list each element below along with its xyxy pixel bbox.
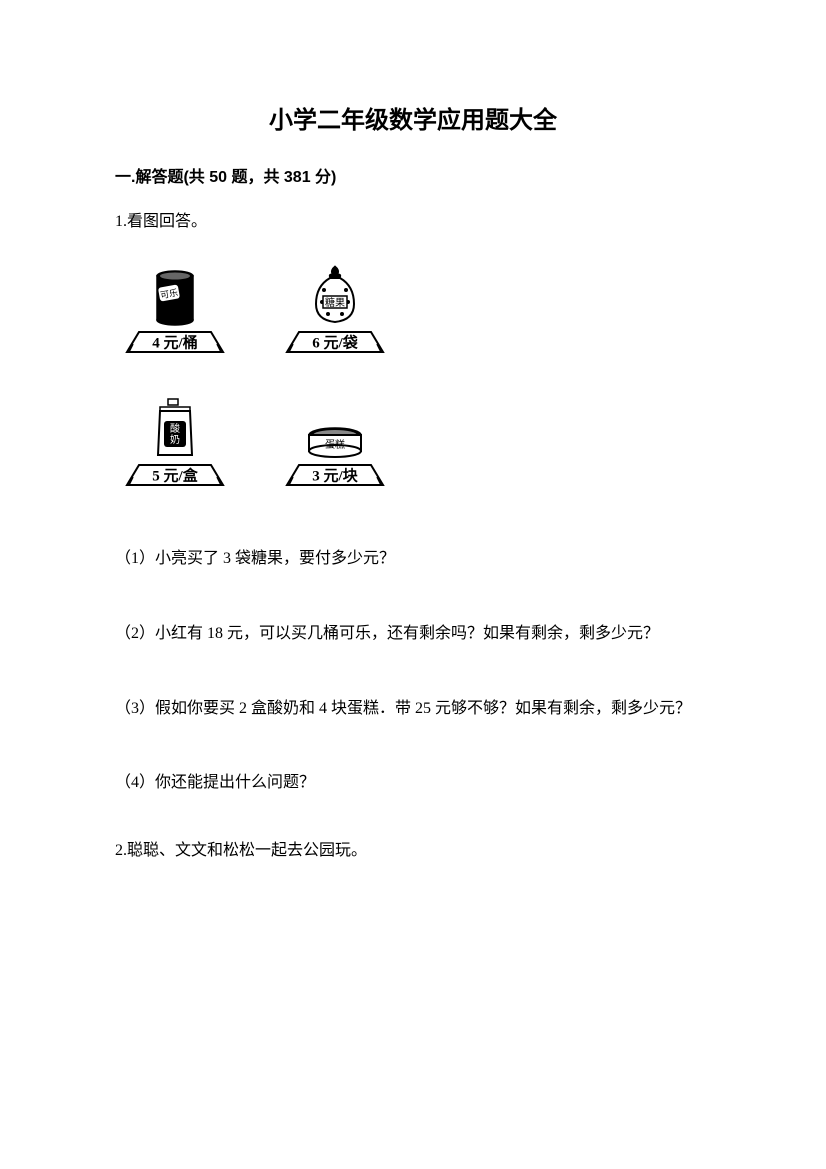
- cola-item: 可乐 4 元/桶: [125, 261, 225, 354]
- item-row-1: 可乐 4 元/桶: [125, 261, 711, 354]
- yogurt-item: 酸 奶 5 元/盒: [125, 394, 225, 487]
- cake-item: 蛋糕 3 元/块: [285, 394, 385, 487]
- cake-price: 3 元/块: [312, 465, 357, 486]
- cake-label: 蛋糕: [325, 438, 345, 451]
- cola-image: 可乐: [154, 261, 196, 326]
- cola-price-tag: 4 元/桶: [125, 330, 225, 354]
- question-2-intro: 2.聪聪、文文和松松一起去公园玩。: [115, 836, 711, 860]
- candy-image: 糖果: [310, 261, 360, 326]
- page-title: 小学二年级数学应用题大全: [115, 100, 711, 135]
- yogurt-image: 酸 奶: [154, 394, 196, 459]
- candy-label: 糖果: [325, 296, 345, 309]
- sub-questions: （1）小亮买了 3 袋糖果，要付多少元？ （2）小红有 18 元，可以买几桶可乐…: [115, 537, 711, 806]
- candy-price: 6 元/袋: [312, 332, 357, 353]
- sub-question-4: （4）你还能提出什么问题？: [115, 761, 711, 806]
- cake-price-tag: 3 元/块: [285, 463, 385, 487]
- section-header: 一.解答题(共 50 题，共 381 分): [115, 163, 711, 187]
- candy-price-tag: 6 元/袋: [285, 330, 385, 354]
- yogurt-label-bottom: 奶: [170, 434, 180, 446]
- question-1-intro: 1.看图回答。: [115, 207, 711, 231]
- sub-question-3: （3）假如你要买 2 盒酸奶和 4 块蛋糕．带 25 元够不够？如果有剩余，剩多…: [115, 687, 711, 732]
- cake-image: 蛋糕: [306, 394, 364, 459]
- sub-question-2: （2）小红有 18 元，可以买几桶可乐，还有剩余吗？如果有剩余，剩多少元？: [115, 612, 711, 657]
- yogurt-price-tag: 5 元/盒: [125, 463, 225, 487]
- items-grid: 可乐 4 元/桶: [125, 261, 711, 487]
- yogurt-label-top: 酸: [170, 422, 180, 435]
- sub-question-1: （1）小亮买了 3 袋糖果，要付多少元？: [115, 537, 711, 582]
- cola-price: 4 元/桶: [152, 332, 197, 353]
- item-row-2: 酸 奶 5 元/盒: [125, 394, 711, 487]
- candy-item: 糖果 6 元/袋: [285, 261, 385, 354]
- yogurt-price: 5 元/盒: [152, 465, 197, 486]
